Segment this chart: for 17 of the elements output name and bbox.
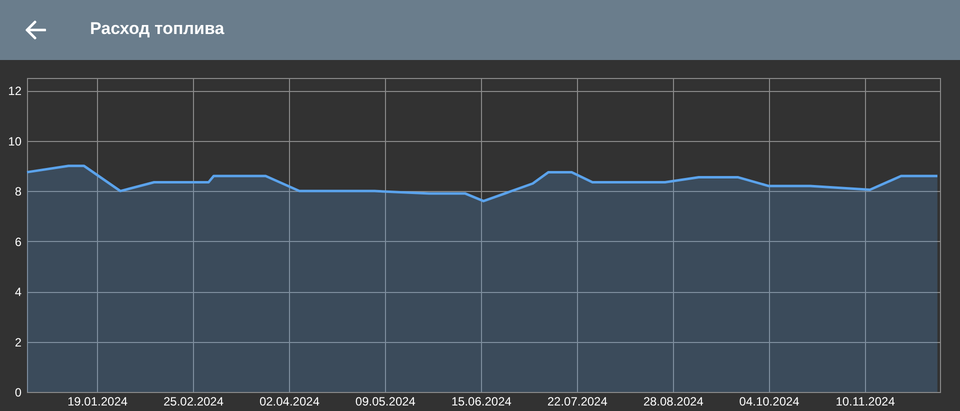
x-tick-label: 25.02.2024 xyxy=(163,394,224,408)
x-tick-label: 10.11.2024 xyxy=(836,394,896,408)
x-tick-label: 04.10.2024 xyxy=(739,394,800,408)
y-tick-label: 4 xyxy=(14,285,22,300)
y-tick-label: 6 xyxy=(14,234,22,249)
x-tick-label: 19.01.2024 xyxy=(68,394,128,408)
y-tick-label: 8 xyxy=(14,184,22,199)
x-tick-label: 09.05.2024 xyxy=(355,394,416,408)
x-tick-label: 15.06.2024 xyxy=(451,394,512,408)
y-tick-label: 0 xyxy=(14,386,22,400)
chart-title: Расход топлива xyxy=(90,19,224,39)
x-tick-label: 22.07.2024 xyxy=(547,394,608,408)
y-tick-label: 2 xyxy=(14,335,22,350)
y-tick-label: 12 xyxy=(8,84,22,98)
x-tick-label: 28.08.2024 xyxy=(643,394,704,408)
x-tick-label: 02.04.2024 xyxy=(259,394,320,408)
y-tick-label: 10 xyxy=(8,134,22,148)
